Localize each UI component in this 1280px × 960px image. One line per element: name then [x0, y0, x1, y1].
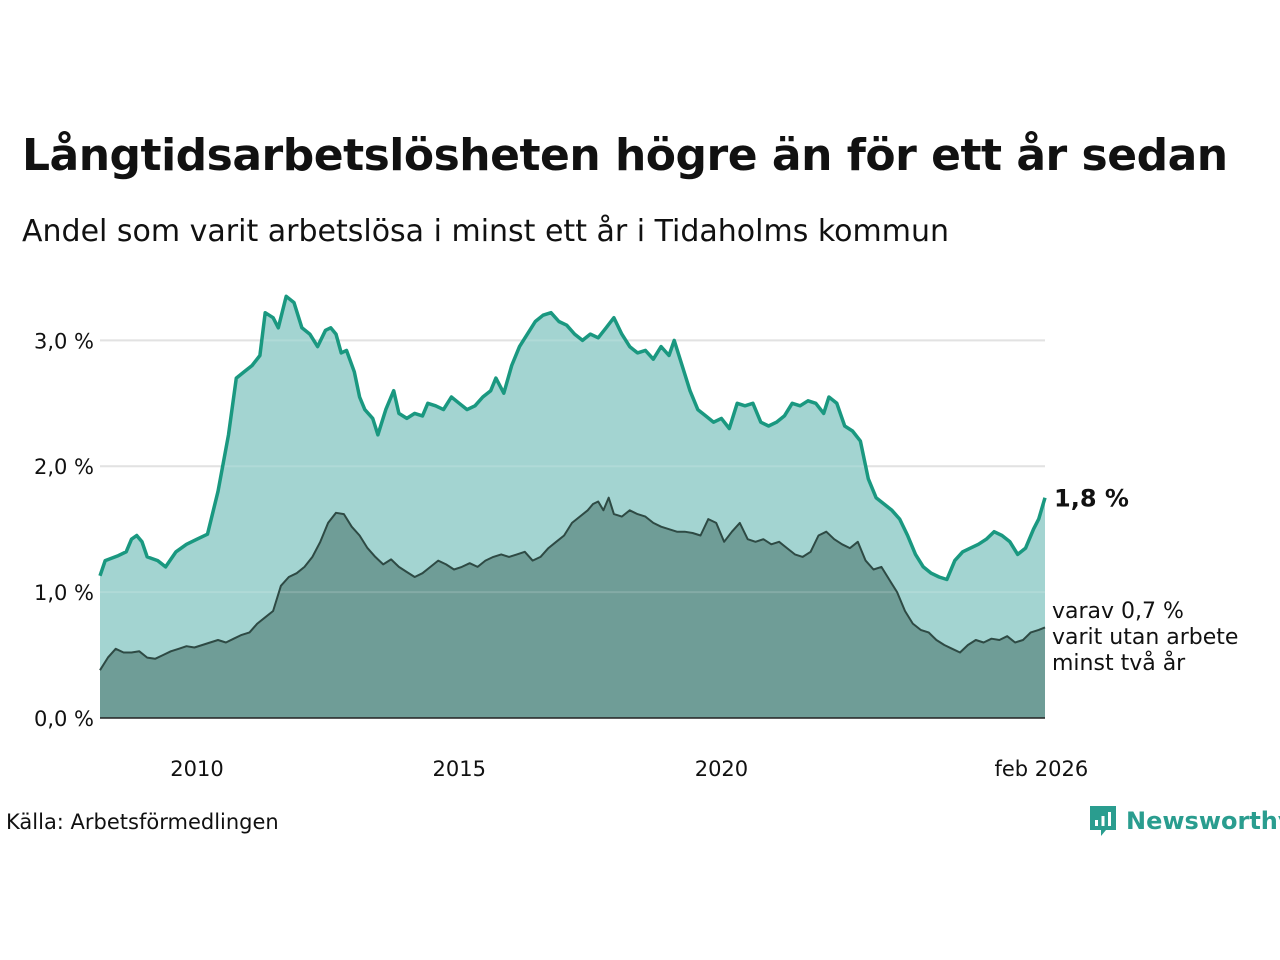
brand-name: Newsworthy [1126, 807, 1280, 835]
x-tick-label-3: feb 2026 [994, 757, 1088, 781]
chart-subtitle: Andel som varit arbetslösa i minst ett å… [22, 214, 950, 249]
source-note: Källa: Arbetsförmedlingen [6, 810, 279, 834]
x-tick-label-0: 2010 [170, 757, 223, 781]
y-tick-label-3: 3,0 % [34, 329, 94, 353]
brand-logo: Newsworthy [1088, 804, 1280, 838]
end-label-verylongterm: varav 0,7 % varit utan arbete minst två år [1052, 599, 1238, 676]
end-label-verylongterm-line-2: minst två år [1052, 650, 1186, 676]
y-tick-label-1: 1,0 % [34, 581, 94, 605]
newsworthy-logo-icon [1090, 806, 1116, 836]
end-label-verylongterm-line-1: varit utan arbete [1052, 625, 1238, 650]
x-tick-label-2: 2020 [695, 757, 748, 781]
end-label-longterm: 1,8 % [1054, 485, 1129, 513]
x-tick-label-1: 2015 [432, 757, 485, 781]
chart-title: Långtidsarbetslösheten högre än för ett … [22, 130, 1228, 181]
y-tick-label-2: 2,0 % [34, 455, 94, 479]
series-verylongterm-area [100, 497, 1045, 718]
end-label-verylongterm-line-0: varav 0,7 % [1052, 599, 1184, 624]
series-longterm-line [98, 294, 1047, 582]
series-verylongterm-line [99, 496, 1046, 671]
y-tick-label-0: 0,0 % [34, 707, 94, 731]
